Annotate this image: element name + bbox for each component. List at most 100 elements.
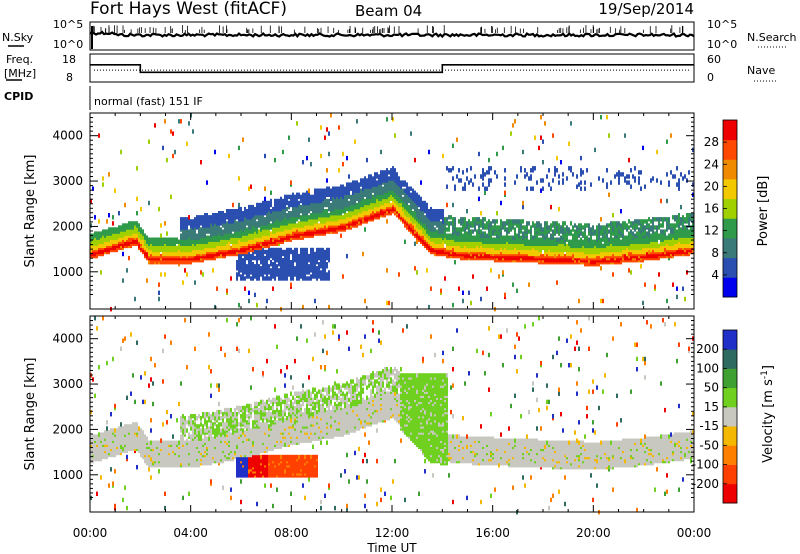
data-cell (262, 229, 264, 234)
data-cell (536, 180, 538, 185)
data-cell (376, 172, 378, 177)
data-cell (534, 231, 536, 236)
data-cell (508, 223, 510, 228)
data-cell (166, 157, 168, 163)
data-cell (282, 249, 284, 255)
data-cell (242, 258, 244, 263)
data-cell (514, 219, 516, 224)
data-cell (124, 223, 126, 228)
data-cell (390, 202, 392, 208)
data-cell (320, 219, 322, 224)
data-cell (434, 227, 436, 232)
data-cell (214, 304, 216, 310)
data-cell (552, 229, 554, 234)
data-cell (274, 215, 276, 220)
data-cell (554, 170, 556, 175)
data-cell (186, 217, 188, 222)
data-cell (294, 202, 296, 208)
data-cell (158, 237, 160, 242)
data-cell (136, 221, 138, 226)
data-cell (504, 221, 506, 226)
data-cell (544, 221, 546, 226)
data-cell (202, 215, 204, 220)
data-cell (484, 231, 486, 236)
data-cell (480, 211, 482, 216)
data-cell (118, 211, 120, 216)
data-cell (384, 170, 386, 175)
data-cell (380, 190, 382, 195)
data-cell (116, 235, 118, 240)
data-cell (334, 209, 336, 214)
data-cell (486, 170, 488, 175)
data-cell (136, 196, 138, 202)
data-cell (462, 186, 464, 191)
data-cell (546, 253, 548, 259)
data-cell (424, 204, 426, 210)
data-cell (410, 186, 412, 191)
data-cell (510, 219, 512, 224)
data-cell (486, 186, 488, 191)
data-cell (516, 174, 518, 179)
data-cell (264, 266, 266, 271)
data-cell (476, 229, 478, 234)
data-cell (130, 237, 132, 242)
data-cell (320, 153, 322, 159)
data-cell (362, 251, 364, 257)
data-cell (292, 231, 294, 236)
data-cell (202, 272, 204, 277)
data-cell (98, 219, 100, 224)
data-cell (498, 231, 500, 236)
data-cell (224, 213, 226, 218)
data-cell (210, 215, 212, 220)
data-cell (450, 215, 452, 220)
data-cell (362, 198, 364, 204)
data-cell (562, 239, 564, 244)
data-cell (276, 219, 278, 224)
data-cell (134, 225, 136, 230)
data-cell (254, 268, 256, 273)
data-cell (248, 204, 250, 210)
data-cell (292, 258, 294, 263)
data-cell (544, 239, 546, 244)
data-cell (360, 202, 362, 208)
data-cell (294, 266, 296, 271)
data-cell (300, 247, 302, 253)
data-cell (564, 245, 566, 251)
data-cell (338, 219, 340, 224)
data-cell (522, 225, 524, 230)
data-cell (102, 229, 104, 234)
data-cell (164, 237, 166, 242)
data-cell (396, 190, 398, 195)
data-cell (364, 176, 366, 181)
data-cell (134, 221, 136, 226)
data-cell (358, 182, 360, 187)
data-cell (446, 227, 448, 232)
data-cell (230, 213, 232, 218)
data-cell (532, 166, 534, 171)
data-cell (454, 229, 456, 234)
data-cell (314, 227, 316, 232)
data-cell (278, 251, 280, 257)
data-cell (250, 204, 252, 210)
data-cell (258, 264, 260, 269)
data-cell (302, 247, 304, 253)
data-cell (326, 262, 328, 267)
data-cell (270, 260, 272, 265)
data-cell (424, 200, 426, 206)
data-cell (180, 217, 182, 222)
data-cell (146, 235, 148, 240)
data-cell (506, 241, 508, 246)
data-cell (186, 272, 188, 277)
data-cell (290, 270, 292, 275)
data-cell (342, 215, 344, 220)
data-cell (278, 198, 280, 204)
data-cell (244, 276, 246, 281)
data-cell (132, 229, 134, 234)
data-cell (388, 190, 390, 195)
data-cell (306, 253, 308, 259)
data-cell (364, 180, 366, 185)
data-cell (276, 264, 278, 269)
data-cell (166, 231, 168, 236)
data-cell (578, 239, 580, 244)
data-cell (452, 176, 454, 181)
